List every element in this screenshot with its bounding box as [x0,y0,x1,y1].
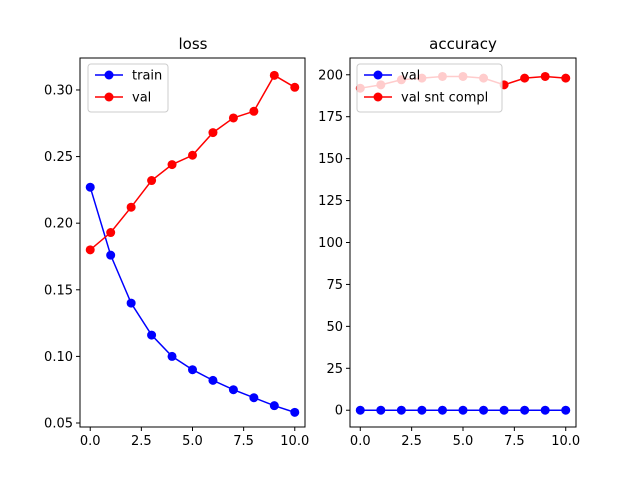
loss-series-0-point [188,365,197,375]
accuracy-series-0-point [561,405,571,415]
loss-y-tick-label: 0.05 [44,417,73,432]
loss-series-0-point [167,351,177,361]
loss-series-1-point [126,202,136,212]
loss-series-0-point [208,375,218,385]
loss-legend-label-0: train [132,69,162,84]
loss-series-1-point [269,70,279,80]
accuracy-series-0-point [458,405,468,415]
accuracy-y-tick-label: 100 [318,236,343,251]
accuracy-series-0-point [396,405,406,415]
loss-series-0-point [290,407,300,417]
loss-series-1-point [85,245,95,255]
loss-x-tick-label: 7.5 [233,434,254,449]
accuracy-series-1-point [561,73,571,83]
loss-series-1-point [208,128,218,138]
loss-series-1-point [147,176,157,186]
loss-y-tick-label: 0.20 [44,217,73,232]
accuracy-subplot: accuracy 0.0 2.5 5.0 7.5 10.0 0 25 50 75 100 125 15… [318,35,580,449]
accuracy-x-tick-label: 5.0 [453,434,474,449]
loss-series-1-point [106,228,116,238]
accuracy-series-0-point [479,405,489,415]
loss-series-1-point [290,82,300,92]
accuracy-y-tick-label: 175 [318,110,343,125]
accuracy-series-0-point [520,405,530,415]
accuracy-y-tick-label: 75 [326,278,343,293]
loss-y-tick-label: 0.30 [44,83,73,98]
accuracy-legend-label-1: val snt compl [401,91,488,106]
loss-series-0-point [147,330,157,340]
loss-series-1-point [249,106,259,116]
loss-legend-label-1: val [132,91,151,106]
loss-series-0-point [85,182,95,192]
accuracy-title: accuracy [429,35,497,53]
loss-x-tick-label: 10.0 [280,434,309,449]
loss-x-tick-label: 0.0 [80,434,101,449]
accuracy-y-tick-label: 0 [335,404,343,419]
loss-x-tick-label: 5.0 [182,434,203,449]
accuracy-x-tick-label: 7.5 [504,434,525,449]
accuracy-legend-marker-0 [373,70,383,80]
loss-title: loss [179,35,208,53]
accuracy-series-0-point [417,405,427,415]
accuracy-series-0-point [437,405,447,415]
loss-x-tick-label: 2.5 [131,434,152,449]
accuracy-legend-marker-1 [373,92,383,102]
loss-series-0-point [126,298,136,308]
loss-subplot: loss 0.0 2.5 5.0 7.5 10.0 0.05 0.10 0.15 0.20 0.2… [44,35,309,449]
accuracy-series-0-point [540,405,550,415]
loss-y-tick-label: 0.25 [44,150,73,165]
accuracy-x-tick-label: 10.0 [551,434,580,449]
loss-y-tick-label: 0.10 [44,350,73,365]
accuracy-legend-label-0: val [401,69,420,84]
accuracy-y-tick-label: 25 [326,362,343,377]
loss-series-0-point [249,393,259,403]
loss-legend-marker-0 [104,70,114,80]
loss-series-1-point [188,150,197,160]
accuracy-series-1-point [520,73,530,83]
accuracy-series-0-point [499,405,509,415]
loss-series-0-point [269,401,279,411]
loss-y-tick-label: 0.15 [44,283,73,298]
accuracy-x-tick-label: 2.5 [401,434,422,449]
accuracy-y-tick-label: 50 [326,320,343,335]
accuracy-x-tick-label: 0.0 [350,434,371,449]
accuracy-series-0-point [376,405,386,415]
accuracy-y-tick-label: 150 [318,152,343,167]
loss-series-1-point [228,113,238,123]
accuracy-y-tick-label: 200 [318,68,343,83]
loss-series-0-point [228,385,238,395]
accuracy-y-tick-label: 125 [318,194,343,209]
accuracy-legend [356,63,503,113]
loss-series-1-point [167,160,177,170]
accuracy-series-1-point [540,71,550,81]
accuracy-series-0-point [355,405,365,415]
loss-legend-marker-1 [104,92,114,102]
loss-series-0-point [106,250,116,260]
